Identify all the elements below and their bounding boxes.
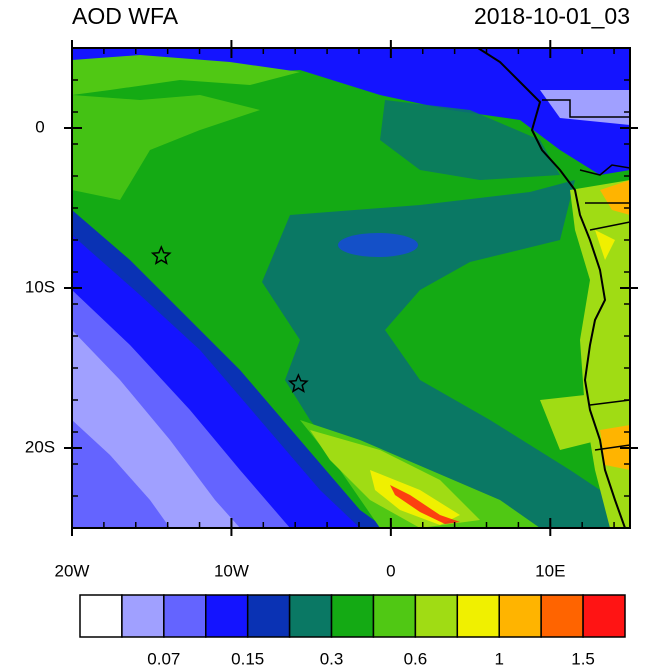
colorbar-box <box>246 594 291 638</box>
x-tick-label: 10W <box>214 561 249 580</box>
title: AOD WFA <box>72 3 179 29</box>
colorbar-box <box>372 594 417 638</box>
y-tick-label: 20S <box>25 437 55 456</box>
colorbar-box <box>330 594 375 638</box>
colorbar-box <box>582 594 626 638</box>
colorbar-box <box>163 594 207 638</box>
y-tick-label: 0 <box>35 117 44 136</box>
colorbar-box <box>498 594 542 638</box>
colorbar-label: 1 <box>494 649 503 667</box>
colorbar-label: 0.3 <box>320 649 344 667</box>
site-marker <box>287 373 309 393</box>
x-tick-label: 0 <box>386 561 395 580</box>
aod-field <box>72 48 630 528</box>
site-marker <box>150 245 172 265</box>
colorbar-box <box>540 594 584 638</box>
x-tick-label: 10E <box>535 561 565 580</box>
colorbar-label: 0.07 <box>147 649 180 667</box>
colorbar-box <box>79 594 123 638</box>
colorbar-box <box>121 594 165 638</box>
colorbar-label: 0.15 <box>231 649 264 667</box>
time-label: 2018-10-01_03 <box>474 3 630 29</box>
x-tick-label: 20W <box>55 561 90 580</box>
colorbar-box <box>205 594 249 638</box>
colorbar-box <box>456 594 500 638</box>
colorbar-box <box>414 594 459 638</box>
colorbar-label: 0.6 <box>404 649 428 667</box>
y-tick-label: 10S <box>25 277 55 296</box>
colorbar-box <box>288 594 333 638</box>
colorbar-label: 1.5 <box>571 649 595 667</box>
